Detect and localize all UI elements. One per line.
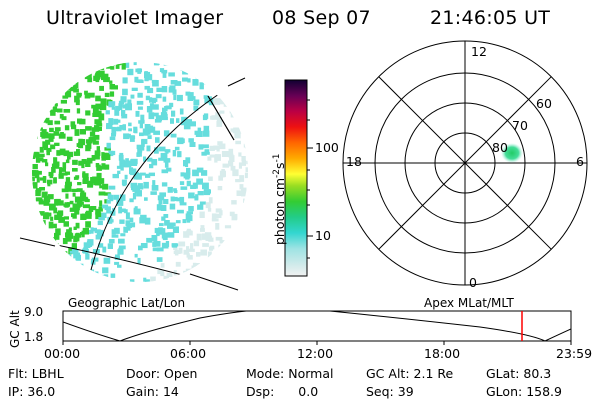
polar-plot	[342, 40, 588, 286]
footer-seq: Seq: 39	[366, 384, 414, 399]
mlt-label-18: 18	[346, 154, 362, 169]
altitude-tick-min: 1.8	[24, 330, 44, 344]
altitude-tick-max: 9.0	[24, 305, 44, 319]
footer-gc-alt: GC Alt: 2.1 Re	[366, 366, 453, 381]
aurora-spot	[501, 143, 523, 163]
footer-value: 2.1 Re	[413, 366, 454, 381]
observation-date: 08 Sep 07	[272, 7, 371, 29]
time-tick-1800: 18:00	[424, 346, 461, 361]
footer-value: 14	[162, 384, 179, 399]
time-tick-2359: 23:59	[556, 346, 593, 361]
footer-gain: Gain: 14	[126, 384, 179, 399]
footer-value: LBHL	[31, 366, 64, 381]
unit-exp-1: -2	[272, 169, 282, 178]
lat-line-ext	[19, 237, 56, 247]
lat-label-70: 70	[512, 118, 528, 133]
footer-key: GC Alt:	[366, 366, 410, 381]
time-tick-0000: 00:00	[44, 346, 81, 361]
altitude-strip	[62, 310, 572, 345]
altitude-axis-label: GC Alt	[8, 310, 22, 348]
earth-image	[32, 62, 248, 282]
footer-key: Mode:	[246, 366, 285, 381]
unit-exp-2: -1	[272, 153, 282, 163]
colorbar-unit-label: photon cm-2s-1	[272, 154, 287, 245]
footer-key: Flt:	[8, 366, 28, 381]
unit-text: photon cm	[272, 178, 288, 245]
observation-time: 21:46:05 UT	[430, 7, 551, 29]
footer-value: 0.0	[298, 384, 319, 399]
lat-label-60: 60	[536, 96, 552, 111]
lat-line-ext2	[189, 273, 239, 291]
time-tick-1200: 12:00	[297, 346, 334, 361]
time-tick-0600: 06:00	[170, 346, 207, 361]
unit-text-s: s	[272, 162, 288, 170]
footer-value: Open	[164, 366, 198, 381]
footer-filter: Flt: LBHL	[8, 366, 64, 381]
footer-key: GLon:	[486, 384, 523, 399]
footer-value: Normal	[288, 366, 334, 381]
colorbar-tick-10: 10	[315, 228, 331, 243]
footer-dsp: Dsp: 0.0	[246, 384, 318, 399]
footer-ip: IP: 36.0	[8, 384, 55, 399]
colorbar-tick-100: 100	[315, 140, 339, 155]
footer-key: Gain:	[126, 384, 159, 399]
footer-value: 39	[397, 384, 414, 399]
footer-key: Dsp:	[246, 384, 275, 399]
meridian-line	[207, 95, 235, 141]
instrument-title: Ultraviolet Imager	[46, 7, 224, 29]
footer-mode: Mode: Normal	[246, 366, 334, 381]
lat-label-80: 80	[492, 140, 508, 155]
mlt-label-0: 0	[469, 275, 477, 290]
footer-key: Seq:	[366, 384, 394, 399]
footer-door: Door: Open	[126, 366, 197, 381]
footer-glat: GLat: 80.3	[486, 366, 551, 381]
lon-line-ext	[227, 77, 246, 87]
footer-key: IP:	[8, 384, 24, 399]
geographic-grid-label: Geographic Lat/Lon	[68, 296, 186, 310]
footer-value: 80.3	[523, 366, 552, 381]
footer-key: Door:	[126, 366, 161, 381]
footer-glon: GLon: 158.9	[486, 384, 562, 399]
mlt-label-6: 6	[576, 154, 584, 169]
footer-key: GLat:	[486, 366, 520, 381]
apex-grid-label: Apex MLat/MLT	[424, 296, 514, 310]
mlt-label-12: 12	[471, 44, 487, 59]
colorbar	[284, 79, 313, 277]
footer-value: 36.0	[27, 384, 56, 399]
footer-value: 158.9	[526, 384, 562, 399]
